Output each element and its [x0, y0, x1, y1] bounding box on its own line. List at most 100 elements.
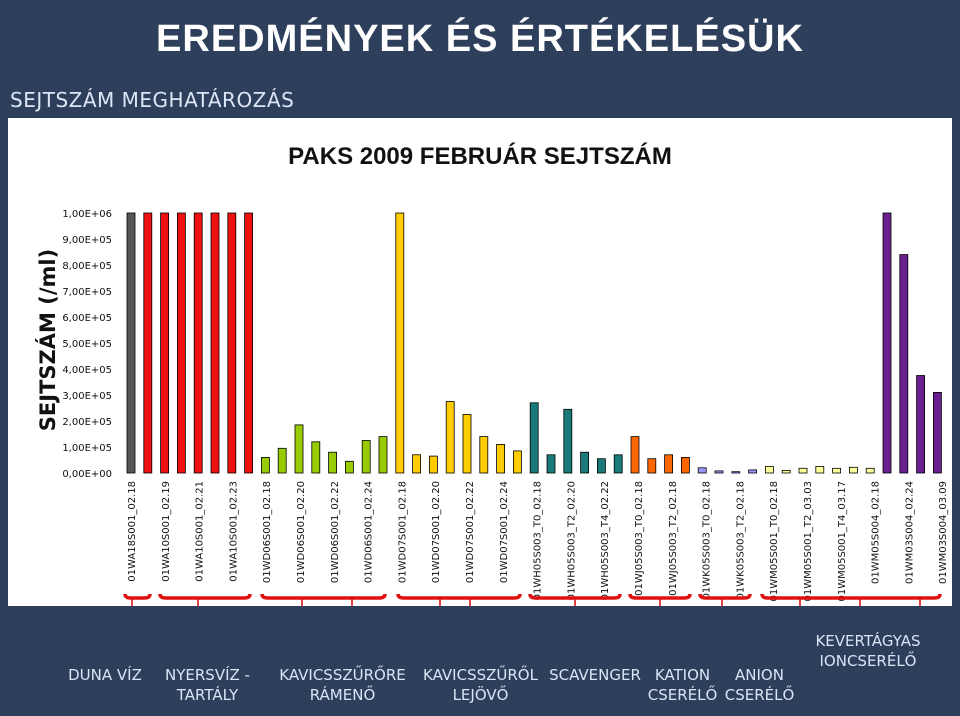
- left-border: [0, 118, 8, 606]
- bar: [513, 450, 522, 474]
- bar: [260, 456, 270, 474]
- group-label: KATION CSERÉLŐ: [647, 666, 718, 704]
- x-tick-label: 01WJ05S003_T0_02.18: [634, 481, 645, 596]
- header-band: EREDMÉNYEK ÉS ÉRTÉKELÉSÜK SEJTSZÁM MEGHA…: [0, 0, 960, 118]
- bar: [933, 391, 942, 474]
- bar: [849, 466, 858, 474]
- y-tick-label: 4,00E+05: [62, 365, 112, 376]
- bar: [126, 212, 136, 474]
- bar: [479, 436, 489, 474]
- bar: [613, 454, 623, 474]
- group-bracket: [698, 593, 752, 600]
- bar: [227, 212, 237, 474]
- footer-band: [0, 606, 960, 716]
- x-tick-label: 01WM05S004_02.18: [871, 481, 882, 584]
- bar: [412, 454, 422, 474]
- bar: [193, 212, 203, 474]
- group-label: SCAVENGER: [549, 666, 641, 684]
- x-tick-label: 01WD06S001_02.22: [330, 481, 341, 583]
- y-tick-label: 2,00E+05: [62, 417, 112, 428]
- group-label: DUNA VÍZ: [68, 666, 142, 684]
- group-label: KAVICSSZŰRŐL LEJÖVŐ: [423, 666, 538, 704]
- group-label: NYERSVÍZ - TARTÁLY: [165, 666, 250, 704]
- bar: [210, 212, 220, 474]
- bar: [865, 467, 875, 474]
- y-tick-label: 0,00E+00: [62, 469, 112, 480]
- x-tick-label: 01WH05S003_T2_02.20: [566, 481, 577, 600]
- bar: [462, 414, 472, 474]
- x-tick-label: 01WD06S001_02.18: [262, 481, 273, 583]
- y-tick-label: 8,00E+05: [62, 261, 112, 272]
- bar: [765, 466, 774, 474]
- x-tick-label: 01WM03S004_03.09: [938, 481, 949, 584]
- bar: [546, 454, 556, 474]
- right-border: [952, 118, 960, 606]
- bar: [277, 447, 287, 474]
- group-bracket: [396, 593, 522, 600]
- bar: [496, 443, 506, 474]
- x-tick-label: 01WH05S003_T4_02.22: [600, 481, 611, 600]
- y-tick-label: 1,00E+06: [62, 209, 112, 220]
- bar: [748, 469, 757, 474]
- x-tick-label: 01WD07S001_02.24: [499, 481, 510, 583]
- section-subtitle: SEJTSZÁM MEGHATÁROZÁS: [10, 88, 295, 112]
- bar: [714, 470, 724, 474]
- bar: [529, 402, 539, 474]
- bar: [899, 254, 909, 474]
- bar: [664, 454, 673, 474]
- bar: [344, 460, 354, 474]
- x-tick-label: 01WH05S003_T0_02.18: [533, 481, 544, 600]
- bar: [916, 375, 925, 474]
- x-tick-label: 01WM05S001_T4_03.17: [837, 481, 848, 602]
- group-bracket: [123, 593, 152, 600]
- y-tick-label: 9,00E+05: [62, 235, 112, 246]
- bar: [597, 458, 606, 474]
- chart-title: PAKS 2009 FEBRUÁR SEJTSZÁM: [288, 143, 672, 170]
- x-tick-label: 01WD07S001_02.18: [397, 481, 408, 583]
- main-title: EREDMÉNYEK ÉS ÉRTÉKELÉSÜK: [156, 18, 804, 60]
- bar: [630, 436, 640, 474]
- group-label: KEVERTÁGYAS IONCSERÉLŐ: [815, 632, 921, 670]
- x-tick-label: 01WK05S003_T0_02.18: [702, 481, 713, 599]
- y-tick-label: 1,00E+05: [62, 443, 112, 454]
- bar: [681, 456, 690, 474]
- x-tick-label: 01WA10S001_02.19: [161, 481, 172, 582]
- y-axis-label: SEJTSZÁM (/ml): [35, 249, 60, 431]
- x-tick-label: 01WD06S001_02.20: [296, 481, 307, 583]
- x-tick-label: 01WJ05S003_T2_02.18: [668, 481, 679, 596]
- bar: [580, 451, 589, 474]
- bar: [832, 467, 841, 474]
- x-tick-label: 01WA10S001_02.21: [195, 481, 206, 582]
- bar: [815, 466, 825, 474]
- bar: [563, 408, 573, 474]
- group-bracket: [760, 593, 942, 600]
- bar: [428, 455, 438, 474]
- bar: [647, 458, 657, 474]
- group-bracket: [158, 593, 252, 600]
- x-tick-label: 01WM03S004_02.24: [904, 481, 915, 584]
- y-tick-label: 5,00E+05: [62, 339, 112, 350]
- x-tick-label: 01WM05S001_T2_03.03: [803, 481, 814, 602]
- bar: [160, 212, 170, 474]
- y-tick-label: 3,00E+05: [62, 391, 112, 402]
- x-tick-label: 01WA10S001_02.23: [228, 481, 239, 582]
- bar: [882, 212, 892, 474]
- bar: [378, 436, 388, 474]
- bar: [395, 212, 405, 474]
- bar: [294, 424, 304, 474]
- bar: [176, 212, 186, 474]
- x-tick-label: 01WD06S001_02.24: [364, 481, 375, 583]
- bar: [697, 467, 707, 474]
- group-bracket: [260, 593, 387, 600]
- bar: [361, 440, 371, 474]
- bar: [445, 401, 455, 474]
- x-tick-label: 01WD07S001_02.20: [431, 481, 442, 583]
- group-label: ANION CSERÉLŐ: [724, 666, 795, 704]
- group-label: KAVICSSZŰRŐRE RÁMENŐ: [279, 666, 406, 704]
- x-tick-label: 01WD07S001_02.22: [465, 481, 476, 583]
- x-tick-label: 01WM05S001_T0_02.18: [769, 481, 780, 602]
- bar: [143, 212, 153, 474]
- bar: [244, 212, 254, 474]
- bar: [781, 469, 791, 474]
- y-tick-label: 6,00E+05: [62, 313, 112, 324]
